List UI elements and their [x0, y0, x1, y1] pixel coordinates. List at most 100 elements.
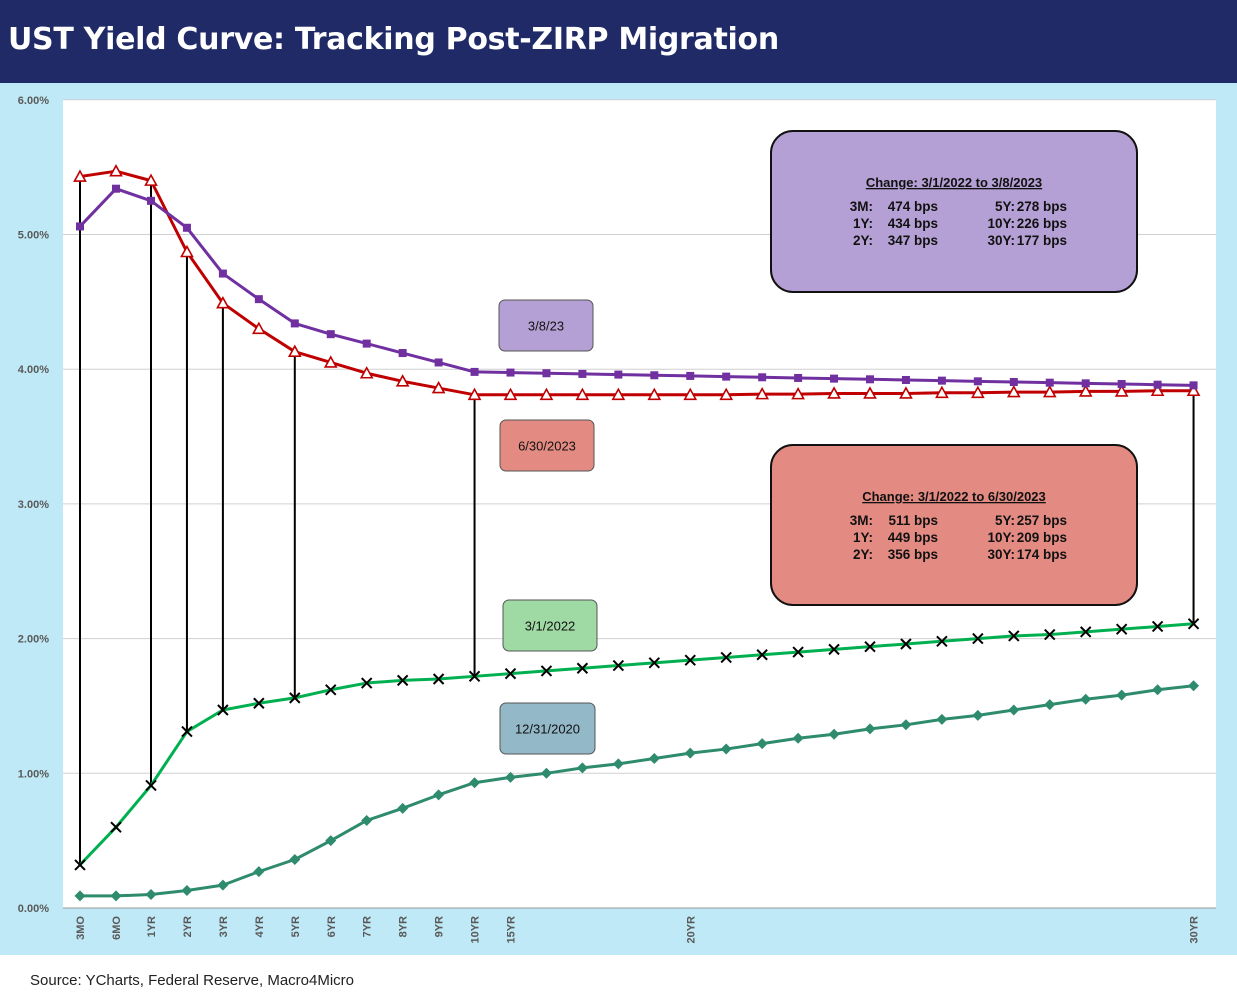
data-point	[650, 371, 659, 380]
info-box-cell: 1Y:	[853, 216, 873, 231]
x-tick-label: 20YR	[685, 916, 697, 944]
x-tick-label: 2YR	[182, 916, 194, 937]
data-point	[397, 802, 409, 814]
data-point	[505, 771, 516, 783]
data-point	[720, 743, 732, 755]
data-point	[180, 244, 194, 258]
data-point	[1079, 626, 1092, 638]
info-box-cell: 347 bps	[888, 233, 938, 248]
data-point	[1117, 380, 1126, 389]
page-title: UST Yield Curve: Tracking Post-ZIRP Migr…	[8, 22, 779, 57]
data-point	[1151, 620, 1164, 633]
info-box-cell: 1Y:	[853, 530, 873, 545]
data-point	[110, 821, 122, 833]
data-point	[1042, 384, 1057, 398]
title-bar: UST Yield Curve: Tracking Post-ZIRP Migr…	[0, 0, 1237, 83]
data-point	[1187, 618, 1200, 630]
info-box-cell: 10Y:	[987, 530, 1015, 545]
info-box	[770, 130, 1138, 293]
series-label-text: 3/1/2022	[525, 619, 576, 634]
info-box-cell: 30Y:	[987, 547, 1015, 562]
data-point	[575, 387, 590, 401]
data-point	[145, 889, 157, 901]
source-note: Source: YCharts, Federal Reserve, Macro4…	[30, 972, 355, 989]
y-tick-label: 1.00%	[18, 768, 49, 780]
data-point	[181, 884, 193, 896]
data-point	[576, 662, 589, 674]
series-line	[80, 684, 1194, 898]
data-point	[720, 651, 732, 664]
data-point	[612, 758, 624, 770]
data-point	[576, 762, 588, 774]
data-point	[360, 677, 373, 689]
series-label-text: 12/31/2020	[515, 722, 580, 737]
info-box-cell: 174 bps	[1017, 547, 1067, 562]
x-tick-label: 7YR	[362, 916, 374, 937]
data-point	[431, 380, 446, 394]
x-tick-label: 30YR	[1189, 916, 1201, 944]
data-point	[289, 692, 301, 704]
info-box-cell: 226 bps	[1017, 216, 1067, 231]
x-tick-label: 3YR	[218, 916, 230, 937]
data-point	[398, 349, 407, 358]
info-box-cell: 5Y:	[995, 199, 1015, 214]
data-point	[719, 387, 734, 401]
info-box-cell: 278 bps	[1017, 199, 1067, 214]
y-tick-label: 6.00%	[18, 95, 49, 107]
x-tick: 1YR	[146, 916, 158, 937]
series-label-box	[502, 599, 598, 652]
data-point	[73, 169, 87, 182]
data-point	[182, 223, 191, 232]
data-point	[1152, 684, 1164, 696]
y-tick-label: 4.00%	[18, 364, 49, 376]
info-box-cell: 2Y:	[853, 233, 873, 248]
data-point	[110, 890, 122, 902]
data-point	[578, 369, 587, 378]
x-tick-label: 15YR	[506, 916, 518, 944]
data-point	[503, 387, 518, 401]
info-box-cell: 474 bps	[888, 199, 938, 214]
info-box-cell: 5Y:	[995, 513, 1015, 528]
data-point	[683, 387, 698, 401]
data-point	[540, 767, 552, 779]
data-point	[289, 854, 301, 866]
data-point	[1150, 383, 1165, 397]
data-point	[755, 386, 770, 400]
x-tick: 6YR	[326, 916, 338, 937]
info-box-cell: 3M:	[850, 199, 873, 214]
data-point	[827, 386, 841, 399]
data-point	[684, 654, 696, 666]
data-point	[504, 667, 517, 680]
x-tick-label: 3MO	[75, 916, 87, 940]
data-point	[899, 386, 913, 399]
x-tick: 15YR	[506, 916, 518, 944]
data-point	[432, 673, 445, 685]
info-box-cell: 434 bps	[888, 216, 938, 231]
data-point	[468, 670, 481, 683]
data-point	[395, 374, 410, 387]
data-point	[181, 725, 193, 738]
data-point	[722, 372, 731, 381]
data-point	[648, 752, 660, 764]
info-box-title: Change: 3/1/2022 to 6/30/2023	[862, 489, 1046, 504]
data-point	[147, 196, 155, 205]
data-point	[647, 387, 662, 401]
data-point	[467, 387, 482, 401]
data-point	[864, 640, 876, 653]
data-point	[686, 371, 695, 380]
series-line	[78, 622, 1194, 866]
data-point	[866, 375, 874, 384]
data-point	[936, 713, 948, 725]
data-point	[287, 344, 302, 357]
series-label-text: 3/8/23	[528, 319, 564, 334]
data-point	[145, 779, 157, 792]
data-point	[539, 387, 554, 401]
data-point	[792, 732, 804, 744]
y-tick-label: 5.00%	[18, 230, 49, 242]
x-tick: 9YR	[434, 916, 446, 937]
data-point	[828, 643, 840, 656]
data-point	[1080, 693, 1092, 705]
data-point	[1116, 689, 1128, 701]
info-box-cell: 257 bps	[1017, 513, 1067, 528]
data-point	[1045, 378, 1054, 387]
